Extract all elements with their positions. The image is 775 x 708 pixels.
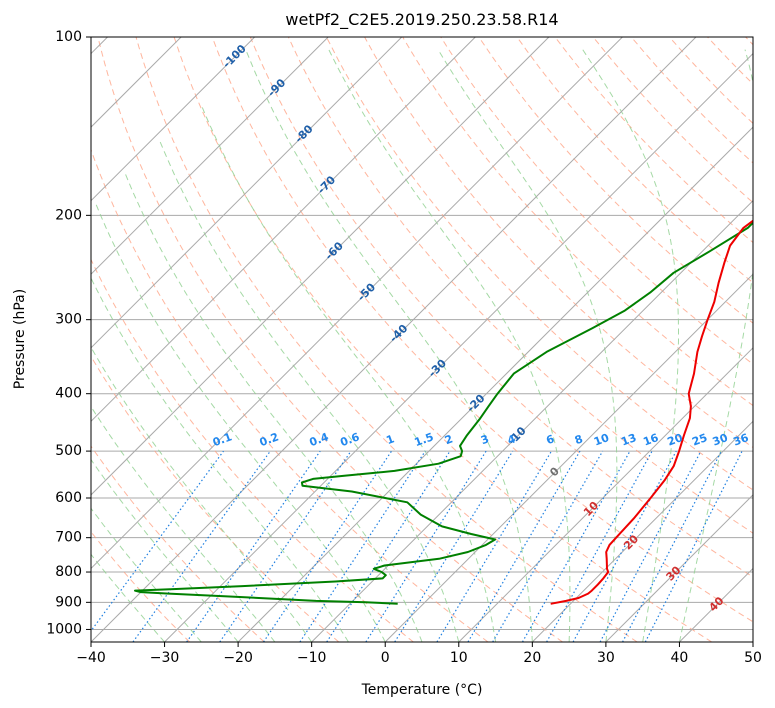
- y-tick-label: 100: [55, 29, 82, 45]
- mixing-ratio-label: 0.1: [211, 430, 234, 449]
- isotherm-line: [164, 52, 753, 642]
- x-axis-title: Temperature (°C): [361, 682, 483, 698]
- isotherm-line: [384, 273, 753, 642]
- mixing-ratio-label: 25: [690, 431, 709, 448]
- mixing-ratio-label: 0.4: [308, 430, 331, 449]
- isotherm-line: [311, 199, 753, 642]
- grid-layer: [91, 37, 753, 642]
- tick-layer: −40 −30 −20 −10 0 10 20 30 40 5010020030040050060…: [46, 29, 762, 666]
- moist-adiabat-line: [245, 49, 533, 642]
- plot-area: [91, 37, 753, 642]
- mixing-ratio-label: 8: [573, 432, 585, 447]
- dry-adiabat-line: [592, 37, 753, 204]
- y-tick-label: 200: [55, 207, 82, 223]
- moist-adiabat-line: [200, 104, 497, 642]
- y-tick-label: 300: [55, 312, 82, 328]
- dry-adiabat-line: [249, 37, 753, 578]
- mixing-ratio-line: [394, 450, 514, 642]
- dry-adiabat-line: [91, 258, 414, 642]
- x-tick-label: 40: [671, 650, 689, 666]
- moist-adiabat-line: [91, 405, 276, 642]
- y-tick-label: 800: [55, 564, 82, 580]
- x-tick-label: 50: [744, 650, 762, 666]
- isotherm-line: [458, 347, 753, 642]
- y-tick-label: 500: [55, 443, 82, 459]
- moist-adiabat-line: [91, 346, 313, 642]
- isotherm-line: [91, 37, 550, 496]
- isotherm-line: [237, 126, 753, 642]
- x-tick-label: −40: [76, 650, 106, 666]
- mixing-ratio-label: 6: [544, 432, 556, 447]
- y-tick-label: 400: [55, 386, 82, 402]
- mixing-ratio-line: [326, 450, 451, 642]
- dewpoint-profile-line: [134, 221, 753, 605]
- moist-adiabat-line: [91, 458, 239, 642]
- mixing-ratio-label: 3: [479, 432, 491, 447]
- moist-adiabat-line: [159, 141, 460, 642]
- mixing-ratio-line: [436, 450, 552, 642]
- x-tick-label: −20: [223, 650, 253, 666]
- mixing-ratio-label: 1.5: [413, 430, 436, 449]
- dry-adiabat-line: [402, 37, 753, 407]
- dry-adiabat-line: [364, 37, 753, 449]
- moist-adiabat-line: [94, 201, 386, 642]
- isotherm-line: [531, 420, 753, 642]
- isotherm-line: [91, 37, 623, 570]
- mixing-ratio-line: [546, 450, 653, 642]
- isotherm-line: [91, 37, 329, 275]
- dry-adiabat-line: [91, 445, 265, 642]
- mixing-ratio-label: 13: [619, 431, 638, 448]
- mixing-ratio-line: [186, 450, 321, 642]
- y-tick-label: 600: [55, 490, 82, 506]
- mixing-ratio-label: 4: [506, 432, 518, 447]
- mixing-ratio-label: 36: [731, 431, 750, 449]
- x-tick-label: 0: [381, 650, 390, 666]
- y-tick-label: 900: [55, 594, 82, 610]
- x-tick-label: 30: [597, 650, 615, 666]
- moist-adiabat-line: [678, 49, 753, 642]
- mixing-ratio-line: [492, 450, 604, 642]
- dry-adiabat-line: [135, 37, 638, 642]
- mixing-ratio-line: [521, 450, 631, 642]
- isotherm-line: [91, 37, 476, 423]
- mixing-ratio-label: 0.2: [258, 430, 281, 449]
- dry-adiabat-line: [630, 37, 753, 164]
- temperature-profile-line: [550, 219, 753, 605]
- y-tick-label: 700: [55, 530, 82, 546]
- mixing-ratio-label: 30: [711, 431, 730, 449]
- isotherm-line: [91, 37, 403, 349]
- dry-adiabat-line: [97, 37, 563, 642]
- x-tick-label: 20: [523, 650, 541, 666]
- chart-title: wetPf2_C2E5.2019.250.23.58.R14: [285, 10, 558, 30]
- moist-adiabat-line: [437, 49, 618, 642]
- dry-adiabat-line: [211, 37, 753, 623]
- mixing-ratio-label: 10: [592, 431, 611, 449]
- plot-frame: [90, 36, 754, 643]
- mixing-ratio-label: 0.6: [338, 430, 361, 449]
- dry-adiabat-line: [326, 37, 753, 491]
- x-tick-label: 10: [450, 650, 468, 666]
- mixing-ratio-label: 2: [443, 432, 455, 447]
- isotherm-line: [91, 37, 256, 202]
- mixing-ratio-label: 16: [641, 431, 660, 449]
- y-tick-label: 1000: [46, 621, 82, 637]
- moist-adiabat-line: [582, 49, 679, 642]
- profile-layer: [134, 219, 753, 605]
- mixing-ratio-line: [365, 450, 487, 642]
- moist-adiabat-line: [124, 173, 423, 642]
- isotherm-line: [91, 37, 697, 642]
- mixing-ratio-line: [467, 450, 581, 642]
- dry-adiabat-line: [478, 37, 753, 324]
- mixing-ratio-label: 1: [385, 432, 397, 447]
- y-axis-title: Pressure (hPa): [12, 289, 28, 389]
- moist-adiabat-line: [91, 553, 165, 642]
- x-tick-label: −10: [297, 650, 327, 666]
- x-tick-label: −30: [150, 650, 180, 666]
- mixing-ratio-line: [219, 450, 352, 642]
- moist-adiabat-line: [91, 507, 202, 642]
- mixing-ratio-line: [572, 450, 677, 642]
- mixing-ratio-label: 20: [666, 431, 685, 449]
- isotherm-line: [605, 494, 753, 642]
